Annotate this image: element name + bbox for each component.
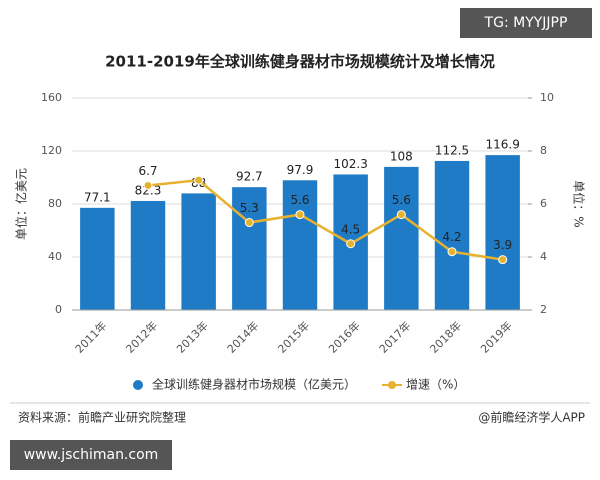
line-value-label: 6.7 xyxy=(138,164,157,178)
bar-value-label: 108 xyxy=(390,149,413,163)
line-point xyxy=(143,180,153,190)
watermark: www.jschiman.com xyxy=(24,447,159,463)
bar-value-label: 92.7 xyxy=(236,170,263,184)
y-axis-label: 单位：亿美元 xyxy=(14,168,29,240)
bar xyxy=(130,200,166,310)
bar-value-label: 112.5 xyxy=(435,143,469,157)
legend-swatch xyxy=(133,380,143,390)
bar xyxy=(384,166,419,310)
watermark-box xyxy=(10,440,172,470)
x-tick-label: 2016年 xyxy=(325,318,362,355)
x-tick-label: 2018年 xyxy=(427,318,464,355)
y2-axis-label: 单位：% xyxy=(572,180,587,227)
watermark: TG: MYYJJPP xyxy=(484,15,568,31)
y2-tick-label: 8 xyxy=(540,144,547,157)
x-tick-label: 2013年 xyxy=(173,318,210,355)
y2-tick-label: 2 xyxy=(540,303,547,316)
chart-title: 2011-2019年全球训练健身器材市场规模统计及增长情况 xyxy=(105,53,495,71)
line xyxy=(147,178,503,261)
line-point xyxy=(447,247,457,257)
y-tick-label: 40 xyxy=(48,250,62,263)
bar xyxy=(282,180,318,310)
credit: @前瞻经济学人APP xyxy=(478,410,585,425)
line-point xyxy=(194,175,204,185)
bar xyxy=(181,193,216,310)
legend-label: 增速（%） xyxy=(406,378,465,392)
line-point xyxy=(244,218,254,228)
y2-tick-label: 6 xyxy=(540,197,547,210)
line-value-label: 4.5 xyxy=(341,222,360,236)
line-point xyxy=(396,210,406,220)
bar-value-label: 116.9 xyxy=(485,138,519,152)
bar-value-label: 102.3 xyxy=(333,157,367,171)
line-value-label: 5.6 xyxy=(392,193,411,207)
y2-tick-label: 4 xyxy=(540,250,547,263)
line-value-label: 4.2 xyxy=(442,230,461,244)
line-value-label: 3.9 xyxy=(493,238,512,252)
bar xyxy=(485,155,520,310)
x-tick-label: 2019年 xyxy=(477,318,514,355)
legend-swatch xyxy=(388,381,397,389)
y-tick-label: 80 xyxy=(48,197,62,210)
y2-tick-label: 10 xyxy=(540,91,554,104)
x-tick-label: 2014年 xyxy=(224,318,261,355)
bar-value-label: 97.9 xyxy=(287,163,314,177)
bar xyxy=(80,207,115,310)
line-value-label: 5.3 xyxy=(240,201,259,215)
bar xyxy=(232,187,267,310)
bar xyxy=(434,160,470,310)
watermark-box xyxy=(460,8,592,38)
bar-value-label: 77.1 xyxy=(84,190,111,204)
x-tick-label: 2011年 xyxy=(72,318,109,355)
legend-label: 全球训练健身器材市场规模（亿美元） xyxy=(152,377,356,392)
source: 资料来源：前瞻产业研究院整理 xyxy=(18,410,186,425)
line-value-label: 5.6 xyxy=(290,193,309,207)
x-tick-label: 2012年 xyxy=(123,318,160,355)
line-point xyxy=(346,239,356,249)
line-point xyxy=(295,210,305,220)
y-tick-label: 160 xyxy=(41,91,62,104)
y-tick-label: 0 xyxy=(55,303,62,316)
x-tick-label: 2015年 xyxy=(275,318,312,355)
y-tick-label: 120 xyxy=(41,144,62,157)
x-tick-label: 2017年 xyxy=(376,318,413,355)
line-point xyxy=(498,255,508,265)
bar-value-label: 82.3 xyxy=(135,183,162,197)
